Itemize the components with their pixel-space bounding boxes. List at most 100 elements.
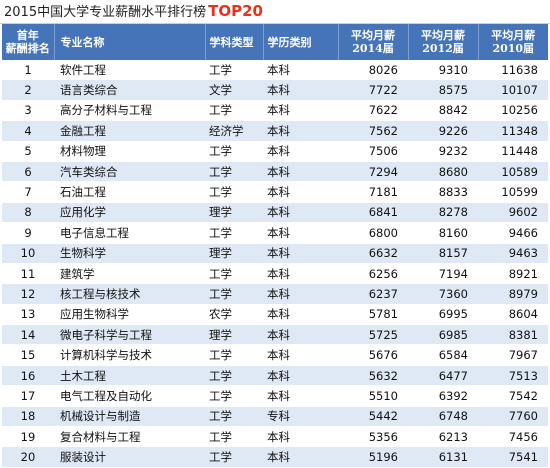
cell-type: 文学	[205, 79, 263, 101]
cell-type: 工学	[205, 141, 263, 162]
cell-type: 工学	[205, 263, 263, 285]
cell-salary-2012: 6477	[408, 365, 478, 387]
cell-rank: 16	[2, 365, 54, 387]
table-row: 4 金融工程 经济学 本科 7562 9226 11348	[2, 120, 548, 142]
cell-rank: 6	[2, 161, 54, 183]
cell-level: 本科	[263, 141, 338, 162]
cell-name: 应用生物科学	[54, 304, 205, 326]
header-level[interactable]: 学历类别	[263, 24, 339, 60]
cell-type: 工学	[205, 161, 263, 183]
cell-type: 工学	[205, 446, 263, 468]
cell-name: 计算机科学与技术	[54, 344, 205, 366]
table-row: 11 建筑学 工学 本科 6256 7194 8921	[2, 263, 548, 285]
table-row: 1 软件工程 工学 本科 8026 9310 11638	[2, 60, 548, 81]
cell-salary-2014: 6800	[338, 222, 408, 244]
cell-salary-2010: 9602	[478, 202, 548, 224]
header-salary-2010[interactable]: 平均月薪 2010届	[478, 24, 548, 60]
header-rank-line1: 首年	[16, 29, 39, 42]
cell-salary-2014: 7722	[338, 79, 408, 101]
cell-salary-2012: 6584	[408, 344, 478, 366]
header-salary-2014-line2: 2014届	[352, 42, 394, 55]
cell-rank: 8	[2, 202, 54, 224]
cell-level: 本科	[263, 385, 338, 407]
table-body: 1 软件工程 工学 本科 8026 9310 11638 2 语言类综合 文学 本科 7722 857…	[2, 60, 548, 468]
cell-rank: 10	[2, 243, 54, 264]
header-rank-line2: 薪酬排名	[5, 42, 50, 55]
cell-level: 本科	[263, 100, 338, 122]
cell-salary-2010: 8979	[478, 283, 548, 305]
cell-salary-2010: 10107	[478, 79, 548, 101]
cell-rank: 9	[2, 222, 54, 244]
cell-salary-2012: 7360	[408, 283, 478, 305]
cell-salary-2010: 8604	[478, 304, 548, 326]
cell-level: 本科	[263, 344, 338, 366]
cell-salary-2010: 8381	[478, 324, 548, 346]
header-salary-2012[interactable]: 平均月薪 2012届	[408, 24, 479, 60]
cell-type: 工学	[205, 100, 263, 122]
cell-level: 本科	[263, 60, 338, 81]
cell-salary-2012: 8157	[408, 243, 478, 264]
table-row: 16 土木工程 工学 本科 5632 6477 7513	[2, 365, 548, 387]
cell-name: 金融工程	[54, 120, 205, 142]
cell-salary-2010: 7541	[478, 446, 548, 468]
cell-salary-2010: 7760	[478, 406, 548, 428]
cell-name: 汽车类综合	[54, 161, 205, 183]
cell-salary-2012: 9232	[408, 141, 478, 162]
cell-salary-2012: 8575	[408, 79, 478, 101]
cell-level: 本科	[263, 283, 338, 305]
cell-salary-2014: 5510	[338, 385, 408, 407]
cell-salary-2012: 6985	[408, 324, 478, 346]
cell-salary-2014: 7181	[338, 181, 408, 203]
header-rank[interactable]: 首年 薪酬排名	[2, 24, 55, 60]
cell-type: 工学	[205, 222, 263, 244]
cell-salary-2012: 6213	[408, 426, 478, 448]
table-title: 2015中国大学专业薪酬水平排行榜 TOP20	[0, 0, 550, 24]
cell-name: 核工程与核技术	[54, 283, 205, 305]
cell-type: 工学	[205, 365, 263, 387]
cell-name: 微电子科学与工程	[54, 324, 205, 346]
cell-salary-2012: 6392	[408, 385, 478, 407]
cell-salary-2010: 7542	[478, 385, 548, 407]
cell-salary-2014: 5676	[338, 344, 408, 366]
cell-salary-2010: 10256	[478, 100, 548, 122]
salary-ranking-table: 首年 薪酬排名 专业名称 学科类型 学历类别 平均月薪 2014届 平均月薪 2…	[2, 24, 548, 468]
header-name[interactable]: 专业名称	[54, 24, 206, 60]
cell-level: 本科	[263, 79, 338, 101]
cell-type: 农学	[205, 304, 263, 326]
cell-salary-2010: 7456	[478, 426, 548, 448]
cell-salary-2010: 9463	[478, 243, 548, 264]
cell-salary-2014: 6632	[338, 243, 408, 264]
cell-name: 机械设计与制造	[54, 406, 205, 428]
cell-salary-2014: 6256	[338, 263, 408, 285]
cell-salary-2014: 6841	[338, 202, 408, 224]
cell-level: 本科	[263, 120, 338, 142]
header-salary-2014[interactable]: 平均月薪 2014届	[338, 24, 409, 60]
table-row: 7 石油工程 工学 本科 7181 8833 10599	[2, 181, 548, 203]
cell-level: 本科	[263, 161, 338, 183]
cell-type: 经济学	[205, 120, 263, 142]
header-salary-2010-line1: 平均月薪	[491, 29, 536, 42]
table-row: 2 语言类综合 文学 本科 7722 8575 10107	[2, 79, 548, 101]
cell-type: 理学	[205, 202, 263, 224]
table-row: 12 核工程与核技术 工学 本科 6237 7360 8979	[2, 283, 548, 305]
table-row: 10 生物科学 理学 本科 6632 8157 9463	[2, 243, 548, 264]
cell-rank: 11	[2, 263, 54, 285]
header-type[interactable]: 学科类型	[205, 24, 264, 60]
cell-salary-2012: 6748	[408, 406, 478, 428]
cell-type: 工学	[205, 60, 263, 81]
cell-level: 本科	[263, 202, 338, 224]
title-main: 2015中国大学专业薪酬水平排行榜	[4, 5, 207, 20]
cell-name: 应用化学	[54, 202, 205, 224]
cell-salary-2012: 8680	[408, 161, 478, 183]
cell-type: 工学	[205, 426, 263, 448]
cell-salary-2010: 8921	[478, 263, 548, 285]
cell-salary-2012: 8160	[408, 222, 478, 244]
cell-rank: 18	[2, 406, 54, 428]
cell-salary-2010: 11638	[478, 60, 548, 81]
cell-name: 软件工程	[54, 60, 205, 81]
cell-salary-2010: 11448	[478, 141, 548, 162]
cell-type: 工学	[205, 283, 263, 305]
cell-salary-2014: 5356	[338, 426, 408, 448]
table-row: 15 计算机科学与技术 工学 本科 5676 6584 7967	[2, 344, 548, 366]
cell-name: 电子信息工程	[54, 222, 205, 244]
